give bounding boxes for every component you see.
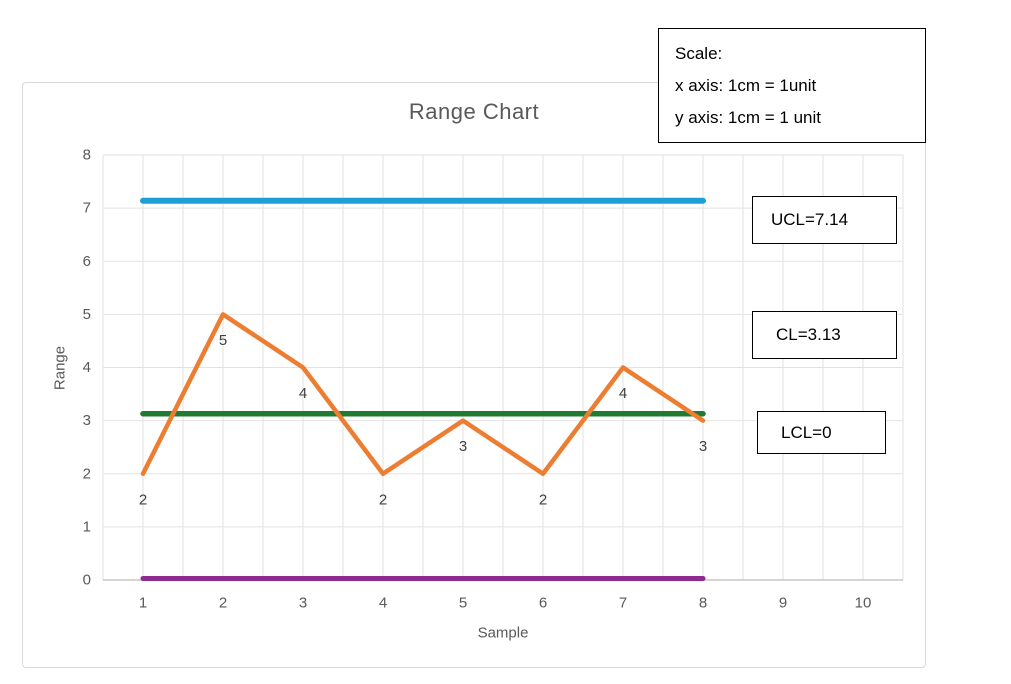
x-tick-label: 9 <box>779 595 787 612</box>
scale-line-3: y axis: 1cm = 1 unit <box>675 108 821 127</box>
y-tick-label: 4 <box>83 359 91 376</box>
data-point-label: 3 <box>699 438 707 455</box>
x-tick-label: 6 <box>539 595 547 612</box>
x-tick-label: 8 <box>699 595 707 612</box>
x-tick-label: 4 <box>379 595 387 612</box>
scale-line-2: x axis: 1cm = 1unit <box>675 76 817 95</box>
data-point-label: 5 <box>219 332 227 349</box>
data-point-label: 4 <box>299 385 307 402</box>
data-point-label: 2 <box>139 491 147 508</box>
scale-line-1: Scale: <box>675 44 723 63</box>
x-tick-label: 10 <box>855 595 872 612</box>
x-tick-label: 3 <box>299 595 307 612</box>
y-tick-label: 5 <box>83 306 91 323</box>
y-tick-label: 0 <box>83 572 91 589</box>
x-tick-label: 7 <box>619 595 627 612</box>
x-tick-label: 5 <box>459 595 467 612</box>
x-tick-label: 2 <box>219 595 227 612</box>
data-point-label: 2 <box>379 491 387 508</box>
range-series-line <box>140 312 706 476</box>
cl-textbox[interactable]: CL=3.13 <box>752 311 897 359</box>
y-tick-label: 7 <box>83 200 91 217</box>
y-tick-label: 2 <box>83 465 91 482</box>
chart-title: Range Chart <box>408 99 540 124</box>
y-tick-label: 1 <box>83 518 91 535</box>
data-point-label: 3 <box>459 438 467 455</box>
data-point-label: 4 <box>619 385 627 402</box>
cl-label: CL=3.13 <box>776 325 841 344</box>
data-point-label: 2 <box>539 491 547 508</box>
lcl-label: LCL=0 <box>781 422 832 442</box>
range-chart-object[interactable] <box>22 82 926 668</box>
x-axis-title: Sample <box>477 624 529 642</box>
ucl-label: UCL=7.14 <box>771 210 849 229</box>
scale-textbox[interactable]: Scale: x axis: 1cm = 1unit y axis: 1cm =… <box>658 28 926 143</box>
y-tick-label: 8 <box>83 147 91 164</box>
y-axis-title: Range <box>51 345 69 391</box>
ucl-textbox[interactable]: UCL=7.14 <box>752 196 897 244</box>
lcl-textbox[interactable]: LCL=0 <box>757 411 886 454</box>
y-tick-label: 6 <box>83 253 91 270</box>
y-tick-label: 3 <box>83 412 91 429</box>
x-tick-label: 1 <box>139 595 147 612</box>
